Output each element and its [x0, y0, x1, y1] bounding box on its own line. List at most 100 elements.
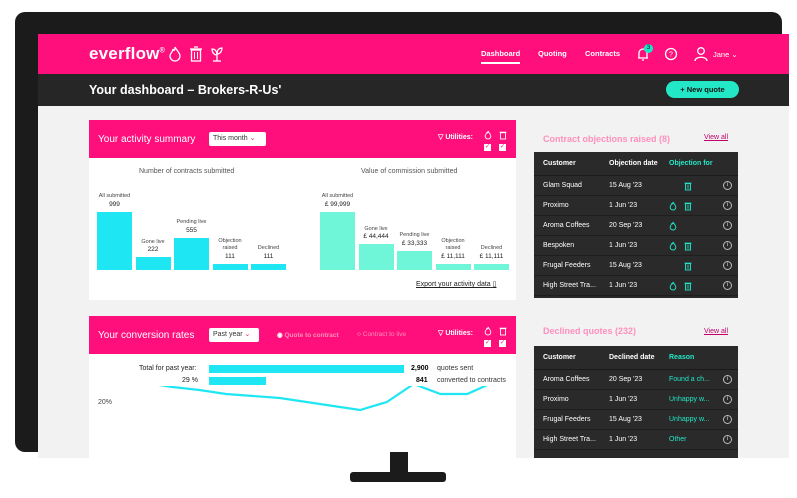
table-header: Customer Objection date Objection for	[534, 152, 738, 176]
customer-cell: High Street Tra...	[543, 436, 596, 443]
commission-bar	[435, 263, 471, 270]
info-icon[interactable]: i	[723, 375, 732, 384]
contracts-bar-value: 111	[263, 252, 274, 260]
commission-bar-label: Gone live	[364, 225, 388, 232]
contracts-bar	[97, 212, 132, 270]
customer-cell: Glam Squad	[543, 182, 582, 189]
reason-cell: Unhappy w...	[669, 416, 710, 423]
radio-empty-icon: ○	[357, 331, 361, 338]
objections-table: Customer Objection date Objection for Gl…	[534, 152, 738, 298]
objections-view-all-link[interactable]: View all	[704, 134, 728, 141]
bin-icon[interactable]	[189, 46, 203, 62]
table-row[interactable]: Bespoken 1 Jun '23 i	[534, 236, 738, 256]
reason-cell: Other	[669, 436, 687, 443]
contract-to-live-radio[interactable]: ○ Contract to live	[357, 331, 407, 338]
info-icon[interactable]: i	[723, 181, 732, 190]
table-row[interactable]: Proximo 1 Jun '23 i	[534, 196, 738, 216]
table-row[interactable]: High Street Tra... 1 Jun '23 Other i	[534, 430, 738, 450]
customer-cell: High Street Tra...	[543, 282, 596, 289]
nav-quoting[interactable]: Quoting	[538, 49, 567, 58]
period-select[interactable]: This month ⌄	[209, 132, 266, 146]
column-header: Objection for	[669, 160, 713, 167]
info-icon[interactable]: i	[723, 281, 732, 290]
declined-view-all-link[interactable]: View all	[704, 328, 728, 335]
table-row[interactable]: Proximo 1 Jun '23 Unhappy w... i	[534, 390, 738, 410]
conversion-point	[359, 409, 361, 411]
date-cell: 20 Sep '23	[609, 376, 643, 383]
commission-bar	[358, 244, 394, 270]
export-activity-link[interactable]: Export your activity data ▯	[416, 281, 497, 288]
commission-bar-value: £ 11,111	[479, 252, 504, 260]
chevron-down-icon: ⌄	[249, 135, 256, 142]
conversion-period-select[interactable]: Past year ⌄	[209, 328, 259, 342]
commission-bar-value: £ 11,111	[441, 252, 465, 260]
info-icon[interactable]: i	[723, 221, 732, 230]
everflow-logo[interactable]: everflow®	[89, 44, 165, 63]
plant-icon[interactable]	[210, 46, 224, 62]
date-cell: 1 Jun '23	[609, 242, 638, 249]
commission-bar-value: £ 33,333	[401, 239, 428, 247]
date-cell: 1 Jun '23	[609, 396, 638, 403]
conversion-point	[252, 395, 254, 397]
flame-icon[interactable]	[168, 46, 182, 62]
declined-table: Customer Declined date Reason Aroma Coff…	[534, 346, 738, 458]
monitor-frame: everflow® Dashboard Quoting Contracts 3 …	[15, 12, 789, 458]
nav-dashboard[interactable]: Dashboard	[481, 49, 521, 64]
quote-to-contract-radio[interactable]: ◉ Quote to contract	[277, 332, 339, 339]
contracts-bar-label: Gone live	[141, 238, 165, 245]
table-row[interactable]: High Street Tra... 1 Jun '23 i	[534, 276, 738, 296]
monitor-stand-base	[350, 472, 446, 482]
chevron-down-icon: ⌄	[244, 331, 251, 338]
contracts-bar-value: 111	[225, 252, 235, 260]
info-icon[interactable]: i	[723, 241, 732, 250]
notification-badge: 3	[644, 44, 653, 53]
utilities-filter[interactable]: ▽ Utilities:	[438, 330, 473, 337]
reason-cell: Found a ch...	[669, 376, 710, 383]
table-row[interactable]: Aroma Coffees 20 Sep '23 i	[534, 216, 738, 236]
customer-cell: Proximo	[543, 396, 569, 403]
commission-bar	[474, 263, 509, 270]
column-header: Customer	[543, 160, 576, 167]
info-icon[interactable]: i	[723, 201, 732, 210]
info-icon[interactable]: i	[723, 261, 732, 270]
new-quote-button[interactable]: + New quote	[666, 81, 739, 98]
commission-bar	[320, 212, 355, 270]
contracts-bar-label: All submitted	[98, 193, 131, 200]
commission-bar-label: Declined	[480, 244, 503, 251]
user-icon[interactable]	[694, 46, 708, 62]
conversion-line-chart: 40%20%	[98, 386, 488, 412]
table-row[interactable]: Aroma Coffees 20 Sep '23 Found a ch... i	[534, 370, 738, 390]
column-header: Reason	[669, 354, 695, 361]
user-menu[interactable]: Jane ⌄	[713, 50, 738, 59]
conversion-point	[332, 405, 334, 407]
electricity-checkbox[interactable]: ✓	[484, 144, 491, 151]
table-row[interactable]: Glam Squad 15 Aug '23 i	[534, 176, 738, 196]
app-screen: everflow® Dashboard Quoting Contracts 3 …	[38, 34, 789, 458]
info-icon[interactable]: i	[723, 395, 732, 404]
commission-bar-label: All submitted	[321, 193, 354, 200]
info-icon[interactable]: i	[723, 435, 732, 444]
conversion-series-line	[119, 386, 488, 412]
contracts-bar-value: 999	[109, 201, 120, 208]
info-icon[interactable]: i	[723, 415, 732, 424]
commission-bar-label: Pending live	[399, 232, 430, 239]
customer-cell: Frugal Feeders	[543, 416, 591, 423]
contracts-bar	[135, 257, 171, 270]
conversion-percent: 29 %	[182, 377, 198, 384]
electricity-checkbox[interactable]: ✓	[484, 340, 491, 347]
table-row[interactable]: Frugal Feeders 15 Aug '23 i	[534, 256, 738, 276]
nav-contracts[interactable]: Contracts	[585, 49, 621, 58]
utilities-filter[interactable]: ▽ Utilities:	[438, 134, 473, 141]
bell-icon[interactable]	[636, 46, 650, 62]
table-row[interactable]: Frugal Feeders 15 Aug '23 Unhappy w... i	[534, 410, 738, 430]
top-nav-bar: everflow® Dashboard Quoting Contracts 3 …	[38, 34, 789, 74]
help-icon[interactable]: ?	[664, 46, 678, 62]
contracts-bar-value: 555	[186, 226, 197, 234]
customer-cell: Aroma Coffees	[543, 222, 590, 229]
conversion-point	[198, 389, 200, 391]
date-cell: 15 Aug '23	[609, 416, 642, 423]
water-checkbox[interactable]: ✓	[499, 144, 506, 151]
flame-icon	[484, 130, 492, 140]
conversion-header: Your conversion rates Past year ⌄ ◉ Quot…	[89, 316, 516, 354]
water-checkbox[interactable]: ✓	[499, 340, 506, 347]
